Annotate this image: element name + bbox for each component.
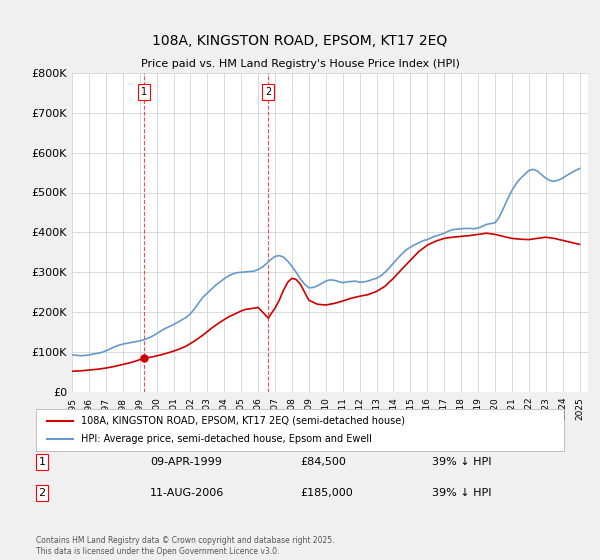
Text: £84,500: £84,500 bbox=[300, 457, 346, 467]
Text: 2: 2 bbox=[265, 87, 272, 97]
Text: £185,000: £185,000 bbox=[300, 488, 353, 498]
Text: Price paid vs. HM Land Registry's House Price Index (HPI): Price paid vs. HM Land Registry's House … bbox=[140, 59, 460, 69]
Text: Contains HM Land Registry data © Crown copyright and database right 2025.
This d: Contains HM Land Registry data © Crown c… bbox=[36, 536, 335, 556]
Text: 09-APR-1999: 09-APR-1999 bbox=[150, 457, 222, 467]
Text: 39% ↓ HPI: 39% ↓ HPI bbox=[432, 488, 491, 498]
Text: 2: 2 bbox=[38, 488, 46, 498]
Text: HPI: Average price, semi-detached house, Epsom and Ewell: HPI: Average price, semi-detached house,… bbox=[81, 434, 372, 444]
Text: 1: 1 bbox=[141, 87, 148, 97]
Text: 39% ↓ HPI: 39% ↓ HPI bbox=[432, 457, 491, 467]
Text: 11-AUG-2006: 11-AUG-2006 bbox=[150, 488, 224, 498]
Text: 108A, KINGSTON ROAD, EPSOM, KT17 2EQ (semi-detached house): 108A, KINGSTON ROAD, EPSOM, KT17 2EQ (se… bbox=[81, 416, 405, 426]
Text: 108A, KINGSTON ROAD, EPSOM, KT17 2EQ: 108A, KINGSTON ROAD, EPSOM, KT17 2EQ bbox=[152, 34, 448, 48]
Text: 1: 1 bbox=[38, 457, 46, 467]
